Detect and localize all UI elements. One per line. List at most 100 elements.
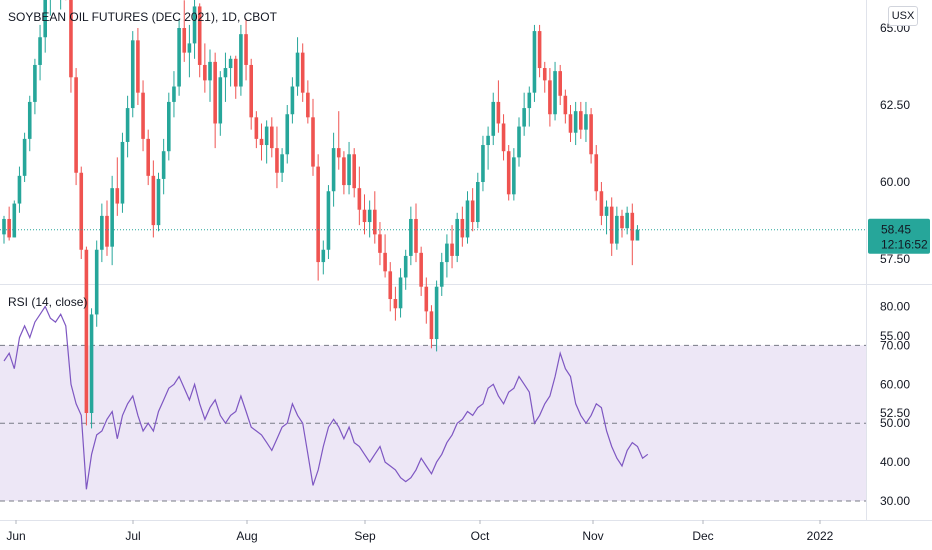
candle-body	[244, 34, 248, 65]
rsi-tick-label: 80.00	[880, 300, 910, 314]
candle-body	[465, 200, 470, 238]
candle-body	[532, 31, 537, 93]
candle-body	[409, 218, 413, 256]
candle-body	[17, 175, 22, 204]
candle-body	[94, 249, 99, 315]
chart-title: SOYBEAN OIL FUTURES (DEC 2021), 1D, CBOT	[8, 10, 278, 24]
price-tick-label: 52.50	[880, 406, 910, 420]
candle-body	[254, 117, 259, 139]
candle-body	[558, 71, 562, 96]
candle-body	[306, 92, 310, 118]
candle-body	[259, 138, 264, 146]
candle-body	[347, 154, 351, 186]
currency-badge[interactable]: USX	[888, 6, 918, 26]
candle-body	[486, 135, 490, 146]
rsi-tick-label: 30.00	[880, 494, 910, 508]
candle-body	[2, 218, 6, 235]
candle-body	[470, 200, 475, 223]
candle-body	[105, 215, 109, 247]
candle-body	[383, 252, 387, 272]
candle-body	[419, 252, 423, 287]
candle-body	[187, 43, 192, 53]
candle-body	[285, 114, 290, 155]
candle-body	[12, 203, 17, 238]
candle-body	[223, 68, 228, 78]
time-tick-label: Oct	[471, 529, 490, 543]
candle-body	[589, 114, 593, 155]
candle-body	[141, 92, 145, 139]
candle-body	[450, 243, 454, 256]
price-tick-label: 60.00	[880, 175, 910, 189]
candle-body	[527, 92, 532, 109]
candle-body	[568, 114, 573, 133]
candle-body	[434, 286, 439, 340]
candle-body	[270, 126, 274, 149]
candle-body	[161, 151, 166, 179]
candle-body	[604, 206, 609, 216]
candle-body	[79, 172, 84, 250]
candle-body	[295, 52, 300, 87]
candle-body	[630, 212, 635, 241]
candle-body	[326, 191, 331, 250]
price-tick-label: 55.00	[880, 329, 910, 343]
candle-body	[74, 77, 78, 173]
candle-body	[573, 111, 578, 133]
candle-body	[373, 209, 377, 235]
rsi-tick-label: 50.00	[880, 416, 910, 430]
candle-body	[84, 249, 89, 413]
candle-body	[599, 191, 604, 216]
time-tick-label: Nov	[582, 529, 603, 543]
candle-body	[496, 101, 501, 124]
candle-body	[33, 64, 37, 102]
candle-body	[414, 218, 418, 253]
candle-body	[249, 64, 253, 118]
candle-body	[136, 40, 140, 93]
candle-body	[43, 0, 47, 38]
candle-body	[290, 86, 295, 115]
rsi-tick-label: 40.00	[880, 455, 910, 469]
last-price-label: 58.45	[881, 223, 911, 237]
candle-body	[352, 154, 356, 189]
candle-body	[439, 262, 444, 287]
rsi-title: RSI (14, close)	[8, 295, 87, 309]
candle-body	[620, 215, 624, 229]
candle-body	[27, 101, 32, 139]
candle-body	[362, 209, 367, 223]
candle-body	[233, 58, 238, 87]
candle-body	[89, 314, 94, 413]
candle-body	[388, 271, 393, 300]
candle-body	[172, 86, 176, 102]
candle-body	[584, 114, 588, 130]
candle-body	[300, 52, 305, 93]
time-tick-label: Jul	[125, 529, 140, 543]
candle-body	[125, 108, 130, 142]
candle-body	[197, 6, 202, 65]
candle-body	[69, 0, 73, 78]
time-tick-label: 2022	[807, 529, 834, 543]
candle-body	[398, 277, 403, 309]
candle-body	[506, 151, 511, 195]
candle-body	[316, 166, 320, 263]
rsi-tick-label: 70.00	[880, 338, 910, 352]
candle-body	[208, 61, 212, 81]
candle-body	[336, 148, 341, 158]
candle-body	[22, 138, 27, 176]
time-tick-label: Dec	[692, 529, 713, 543]
candle-body	[460, 218, 465, 238]
candle-body	[275, 148, 279, 173]
candle-body	[38, 37, 42, 65]
candle-body	[100, 215, 104, 250]
candle-body	[476, 182, 480, 223]
candle-body	[203, 64, 207, 81]
candle-body	[424, 286, 429, 312]
candle-body	[501, 123, 506, 152]
candle-body	[594, 154, 599, 192]
candle-body	[481, 145, 485, 182]
candle-body	[115, 188, 120, 204]
candle-body	[110, 188, 114, 247]
candle-body	[429, 311, 434, 340]
candle-body	[455, 218, 459, 256]
candle-body	[342, 157, 346, 186]
candle-body	[311, 117, 315, 167]
